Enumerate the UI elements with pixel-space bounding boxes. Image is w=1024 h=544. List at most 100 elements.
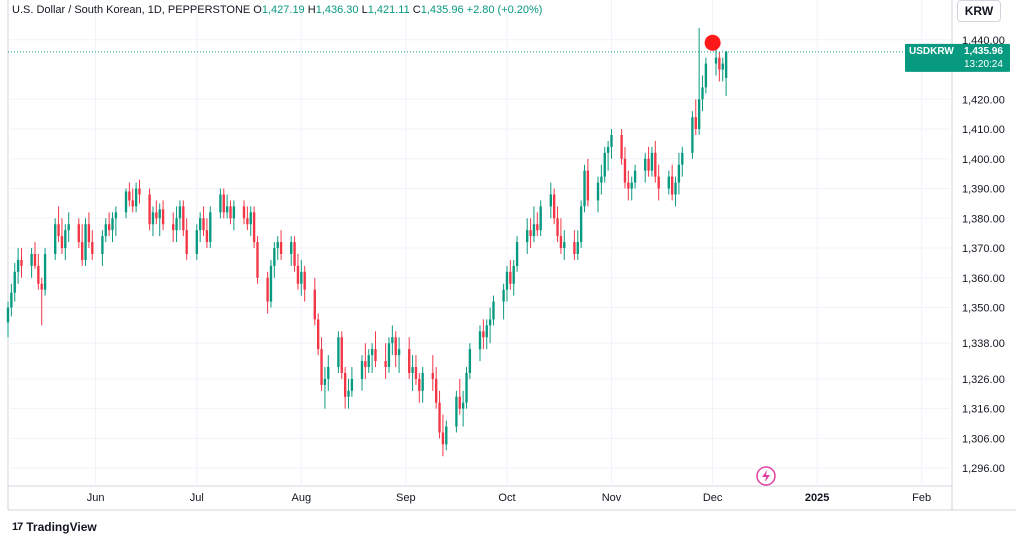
candle-body [54,224,57,254]
candle-body [67,224,70,231]
candle-body [674,182,677,195]
candle-body [657,176,660,189]
y-tick-label: 1,338.00 [962,338,1005,350]
x-tick-label: Feb [912,492,931,504]
candle-body [205,230,209,243]
candle-body [721,63,724,70]
candle-body [468,349,472,373]
candle-body [681,152,684,165]
candle-body [677,164,681,183]
candle-body [691,117,694,153]
symbol-header: U.S. Dollar / South Korean, 1D, PEPPERST… [12,4,542,16]
price-tag-price: 1,435.96 [964,46,1003,57]
candle-body [697,99,701,130]
candle-body [559,236,563,249]
candle-body [532,224,536,237]
candle-body [219,194,222,213]
candles [6,27,728,457]
tradingview-logo: 17 [12,521,23,533]
candle-body [411,367,414,373]
candle-body [195,230,198,254]
y-tick-label: 1,326.00 [962,374,1005,386]
x-tick-label: Nov [602,492,622,504]
candle-body [539,206,542,231]
candle-body [488,319,492,326]
candle-body [172,224,175,231]
candle-body [252,212,256,243]
candle-body [87,224,91,243]
high-value: 1,436.30 [315,4,359,16]
candle-body [185,230,188,254]
low-value: 1,421.11 [367,4,410,16]
candle-body [296,265,300,284]
candle-body [138,188,141,195]
grid [7,0,1016,511]
high-label: H [307,4,316,16]
open-value: 1,427.19 [261,4,305,16]
candle-body [182,206,185,231]
candle-body [536,224,539,231]
y-tick-label: 1,316.00 [962,404,1005,416]
candle-body [57,224,60,237]
candle-body [718,57,721,70]
candle-body [367,355,370,368]
candle-body [266,277,269,302]
y-tick-label: 1,400.00 [962,154,1005,166]
candle-body [134,188,138,207]
candle-body [303,271,306,290]
x-tick-label: Oct [498,492,515,504]
open-label: O [253,4,262,16]
candle-body [269,265,273,302]
candle-body [620,134,623,159]
candle-body [647,158,650,171]
candle-body [202,218,205,231]
candle-body [724,51,728,78]
currency-button[interactable]: KRW [957,0,1001,22]
candle-body [465,372,468,403]
candle-body [644,158,647,171]
candle-body [418,378,421,391]
candle-body [178,206,182,219]
candle-body [391,337,394,344]
candle-body [124,191,128,213]
y-tick-label: 1,410.00 [962,124,1005,136]
candle-body [714,57,718,64]
candle-body [30,253,33,266]
candle-body [441,432,445,445]
candle-body [370,349,374,356]
candle-body [273,248,276,266]
close-label: C [412,4,421,16]
candle-body [704,63,708,88]
candle-body [515,242,519,266]
candle-body [131,200,134,207]
y-tick-label: 1,306.00 [962,433,1005,445]
candle-body [583,170,586,207]
candle-body [290,242,293,254]
tradingview-brand[interactable]: 17 TradingView [12,520,97,534]
candle-body [316,319,320,350]
candle-body [225,206,229,213]
candle-body [627,182,630,189]
candle-body [323,378,327,385]
candle-body [300,271,303,284]
candle-body [320,349,323,385]
candle-body [340,337,343,373]
candle-body [347,390,350,397]
candle-body [279,242,283,254]
lightning-icon[interactable] [756,466,776,486]
highlight-marker [704,34,721,51]
candle-body [579,206,583,243]
x-tick-label: Aug [292,492,312,504]
close-value: 1,435.96 [420,4,464,16]
low-label: L [361,4,368,16]
candle-body [111,218,114,231]
price-tag: USDKRW 1,435.96 13:20:24 [905,43,1010,72]
candle-body [387,343,391,368]
candle-body [394,337,397,356]
candle-body [502,289,505,302]
candle-body [16,259,20,272]
candle-body [60,236,64,249]
candle-body [128,191,131,201]
candle-body [610,134,613,147]
